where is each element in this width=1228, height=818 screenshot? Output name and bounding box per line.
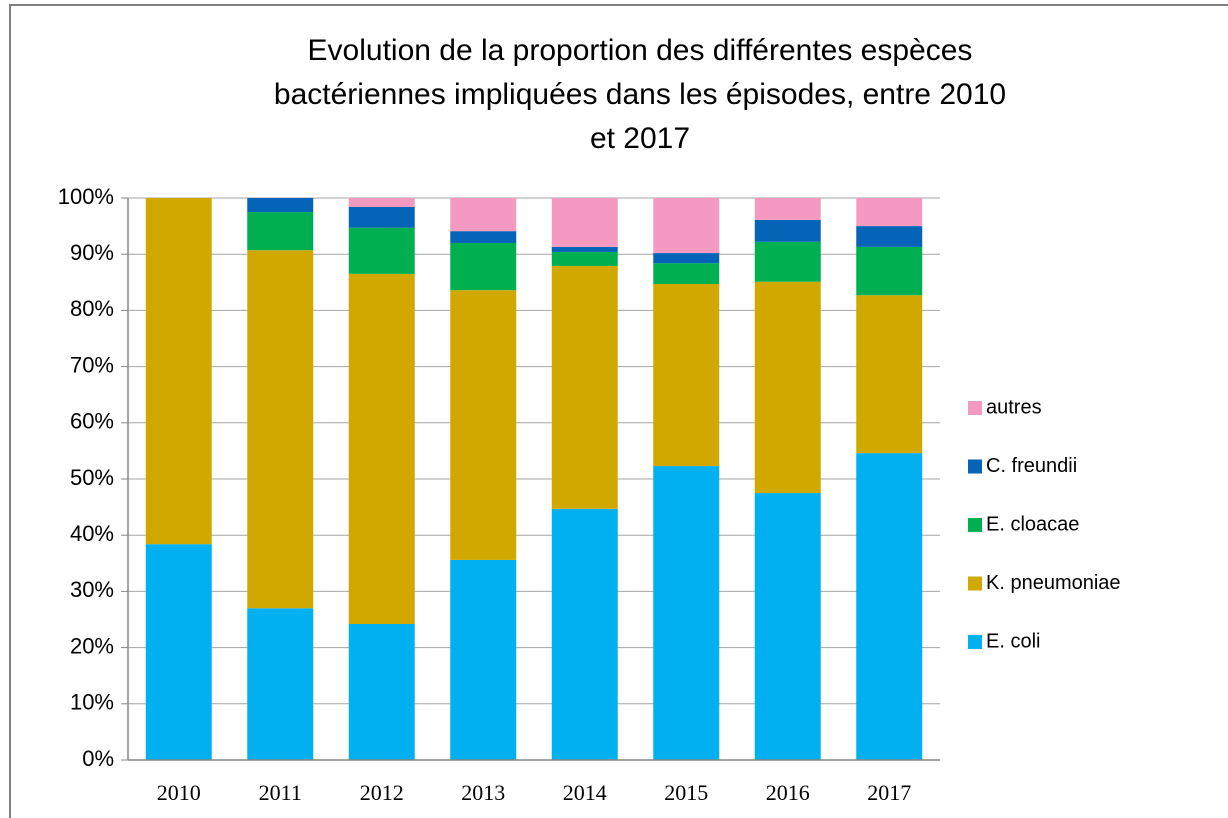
bar-segment [247, 198, 314, 213]
bar-segment [348, 206, 415, 228]
y-tick-label: 0% [82, 746, 114, 771]
legend-swatch [968, 635, 982, 649]
y-tick-label: 60% [70, 409, 114, 434]
legend-label: E. coli [986, 630, 1040, 652]
bar-segment [551, 198, 618, 247]
legend-swatch [968, 401, 982, 415]
bar-segment [653, 466, 720, 760]
legend-swatch [968, 518, 982, 532]
bar-segment [247, 250, 314, 609]
bar-segment [653, 253, 720, 264]
legend-swatch [968, 459, 982, 474]
bar-segment [856, 246, 923, 296]
bar-segment [754, 219, 821, 242]
y-tick-label: 80% [70, 296, 114, 321]
legend-label: E. cloacae [986, 513, 1079, 535]
bar-segment [551, 246, 618, 252]
y-tick-label: 70% [70, 352, 114, 377]
bar-segment [247, 608, 314, 760]
bar-segment [754, 241, 821, 282]
x-tick-label: 2017 [867, 780, 911, 805]
bar-segment [145, 544, 212, 760]
y-tick-label: 10% [70, 690, 114, 715]
bar-segment [450, 559, 517, 760]
chart-title: Evolution de la proportion des différent… [308, 34, 973, 67]
bar-segment [145, 198, 212, 545]
y-tick-label: 40% [70, 521, 114, 546]
bar-segment [450, 198, 517, 232]
x-tick-label: 2015 [664, 780, 708, 805]
y-tick-label: 30% [70, 577, 114, 602]
legend-label: autres [986, 396, 1042, 418]
x-tick-label: 2013 [461, 780, 505, 805]
bar-segment [551, 266, 618, 509]
chart-title: et 2017 [590, 122, 690, 155]
bar-segment [653, 198, 720, 254]
y-tick-label: 20% [70, 633, 114, 658]
bar-segment [856, 198, 923, 227]
bar-segment [754, 281, 821, 494]
bar-segment [856, 453, 923, 760]
bar-segment [856, 226, 923, 247]
bar-segment [856, 295, 923, 454]
bar-segment [348, 198, 415, 207]
bar-segment [551, 508, 618, 760]
bar-segment [653, 263, 720, 284]
bar-segment [450, 231, 517, 243]
chart-title: bactériennes impliquées dans les épisode… [274, 78, 1006, 111]
bar-segment [754, 493, 821, 760]
bar-segment [348, 227, 415, 274]
bar-segment [348, 623, 415, 760]
x-tick-label: 2010 [157, 780, 201, 805]
bar-segment [450, 290, 517, 560]
x-tick-label: 2012 [360, 780, 404, 805]
bar-segment [247, 212, 314, 251]
x-tick-label: 2014 [563, 780, 607, 805]
chart-frame [9, 4, 1228, 818]
x-tick-label: 2011 [259, 780, 302, 805]
y-tick-label: 50% [70, 465, 114, 490]
legend-label: K. pneumoniae [986, 572, 1121, 594]
bar-segment [653, 283, 720, 467]
x-tick-label: 2016 [766, 780, 810, 805]
y-tick-label: 100% [58, 184, 114, 209]
y-tick-label: 90% [70, 240, 114, 265]
legend-label: C. freundii [986, 455, 1077, 477]
legend-swatch [968, 576, 982, 591]
bar-segment [348, 273, 415, 624]
bar-segment [450, 242, 517, 291]
bar-segment [551, 251, 618, 267]
bar-segment [754, 198, 821, 220]
